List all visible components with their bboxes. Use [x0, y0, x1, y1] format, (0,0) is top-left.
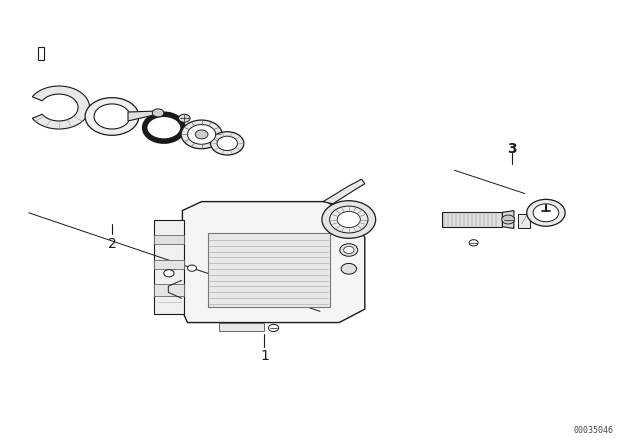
Circle shape [211, 132, 244, 155]
Circle shape [330, 206, 368, 233]
Polygon shape [182, 202, 365, 323]
Circle shape [502, 215, 515, 224]
Circle shape [217, 136, 237, 151]
Circle shape [181, 120, 222, 149]
Bar [154, 235, 184, 244]
Text: 3: 3 [507, 142, 517, 156]
Circle shape [85, 98, 139, 135]
Bar [154, 260, 184, 269]
Text: 1: 1 [260, 349, 269, 363]
Bar [154, 284, 184, 296]
Polygon shape [128, 111, 156, 121]
Bar [442, 212, 502, 227]
Circle shape [337, 211, 360, 228]
Circle shape [340, 244, 358, 256]
Circle shape [344, 246, 354, 254]
Bar [154, 220, 184, 314]
Bar [38, 47, 44, 60]
Circle shape [533, 204, 559, 222]
Circle shape [527, 199, 565, 226]
Polygon shape [323, 179, 365, 204]
Circle shape [188, 125, 216, 144]
Circle shape [179, 114, 190, 122]
Polygon shape [32, 86, 90, 129]
Polygon shape [502, 211, 514, 228]
Circle shape [145, 114, 183, 141]
Polygon shape [208, 233, 330, 307]
Bar [518, 214, 530, 228]
Circle shape [94, 104, 130, 129]
Text: 2: 2 [108, 237, 116, 251]
Circle shape [322, 201, 376, 238]
Circle shape [341, 263, 356, 274]
Circle shape [152, 109, 164, 117]
Circle shape [469, 240, 478, 246]
Circle shape [195, 130, 208, 139]
Circle shape [269, 324, 279, 332]
Circle shape [164, 270, 174, 277]
Text: 00035046: 00035046 [573, 426, 613, 435]
Bar [219, 323, 264, 331]
Circle shape [188, 265, 196, 271]
